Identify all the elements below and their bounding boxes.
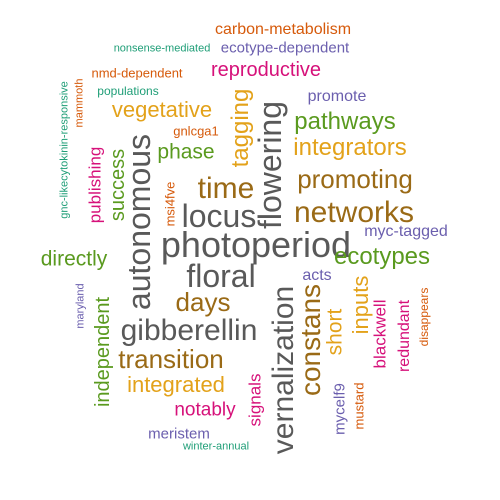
word-notably: notably [174, 399, 236, 421]
word-time: time [197, 172, 255, 205]
word-floral: floral [186, 258, 256, 294]
word-nmd-dependent: nmd-dependent [91, 65, 183, 81]
word-gibberellin: gibberellin [120, 314, 258, 347]
word-short: short [323, 308, 347, 356]
word-populations: populations [97, 84, 159, 98]
word-independent: independent [92, 296, 114, 408]
word-winter-annual: winter-annual [182, 440, 250, 453]
word-redundant: redundant [396, 299, 413, 373]
word-inputs: inputs [348, 275, 373, 335]
word-transition: transition [118, 344, 224, 374]
word-maryland: maryland [74, 283, 87, 329]
word-meristem: meristem [148, 425, 210, 443]
word-ecotypes: ecotypes [333, 243, 431, 270]
word-phase: phase [157, 140, 215, 164]
word-publishing: publishing [85, 146, 105, 224]
word-carbon-metabolism: carbon-metabolism [214, 21, 352, 38]
word-promoting: promoting [297, 164, 413, 194]
word-mycelf9: mycelf9 [331, 383, 349, 435]
word-signals: signals [245, 373, 265, 427]
word-directly: directly [40, 247, 108, 271]
word-locus: locus [181, 198, 257, 234]
word-ecotype-dependent: ecotype-dependent [220, 39, 350, 57]
word-blackwell: blackwell [370, 299, 390, 369]
word-success: success [107, 148, 129, 222]
word-photoperiod: photoperiod [160, 224, 352, 265]
word-vegetative: vegetative [111, 97, 213, 122]
word-constans: constans [295, 283, 326, 397]
word-pathways: pathways [294, 108, 396, 135]
word-integrators: integrators [293, 134, 407, 161]
word-vernalization: vernalization [267, 285, 300, 455]
word-msi4fve: msi4fve [162, 181, 178, 227]
word-promote: promote [307, 88, 367, 105]
word-mammoth: mammoth [73, 78, 86, 128]
word-gnc-likecytokinin-responsive: gnc-likecytokinin-responsive [58, 81, 71, 219]
word-reproductive: reproductive [210, 59, 322, 81]
word-nonsense-mediated: nonsense-mediated [113, 42, 211, 55]
word-networks: networks [293, 196, 415, 229]
word-tagging: tagging [227, 88, 254, 168]
word-myc-tagged: myc-tagged [364, 223, 448, 240]
word-acts: acts [302, 267, 332, 284]
word-mustard: mustard [351, 382, 367, 430]
word-flowering: flowering [252, 100, 288, 230]
word-days: days [175, 287, 231, 317]
word-integrated: integrated [127, 372, 225, 397]
word-gnlcga1: gnlcga1 [173, 123, 219, 139]
word-disappears: disappears [417, 287, 431, 347]
